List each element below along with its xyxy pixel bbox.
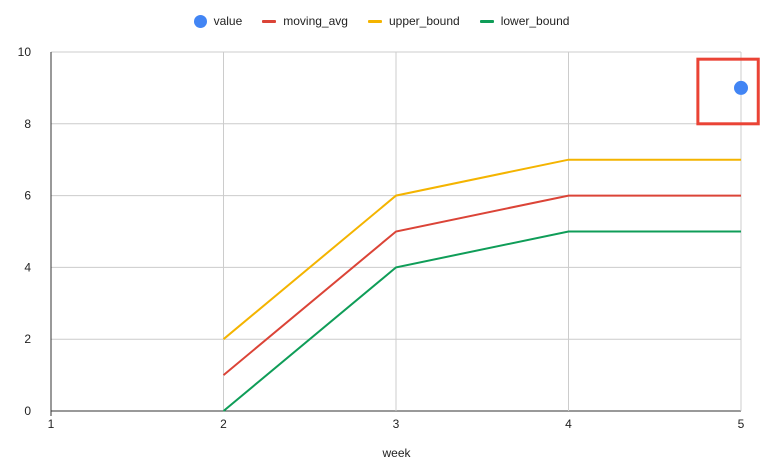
highlight-box xyxy=(696,57,760,126)
series-line-upper-bound xyxy=(222,158,741,340)
y-tick-label: 4 xyxy=(24,260,31,274)
y-tick-label: 8 xyxy=(24,117,31,131)
x-tick-label: 3 xyxy=(393,417,400,431)
x-tick-label: 1 xyxy=(48,417,55,431)
series-line-lower-bound xyxy=(222,230,741,412)
legend-item-moving-avg[interactable]: moving_avg xyxy=(262,14,348,28)
y-tick-label: 6 xyxy=(24,189,31,203)
legend-label-value: value xyxy=(213,14,243,28)
legend-swatch-value xyxy=(193,14,207,28)
x-tick-label: 5 xyxy=(738,417,745,431)
legend-item-lower-bound[interactable]: lower_bound xyxy=(479,14,570,28)
legend-swatch-lower-bound xyxy=(479,19,494,23)
series-point-value xyxy=(734,80,748,95)
legend-swatch-upper-bound xyxy=(367,19,382,23)
legend-label-moving-avg: moving_avg xyxy=(283,14,348,28)
legend-label-lower-bound: lower_bound xyxy=(500,14,570,28)
legend-item-upper-bound[interactable]: upper_bound xyxy=(367,14,460,28)
x-tick-label: 2 xyxy=(220,417,227,431)
legend-item-value[interactable]: value xyxy=(193,14,243,28)
x-tick-label: 4 xyxy=(565,417,572,431)
legend-swatch-moving-avg xyxy=(262,19,277,23)
y-tick-label: 10 xyxy=(18,45,32,59)
y-tick-label: 2 xyxy=(24,332,31,346)
y-tick-label: 0 xyxy=(24,404,31,418)
x-axis-label: week xyxy=(382,446,411,460)
legend: value moving_avg upper_bound lower_bound xyxy=(0,14,763,28)
series-line-moving-avg xyxy=(222,194,741,376)
legend-label-upper-bound: upper_bound xyxy=(388,14,460,28)
